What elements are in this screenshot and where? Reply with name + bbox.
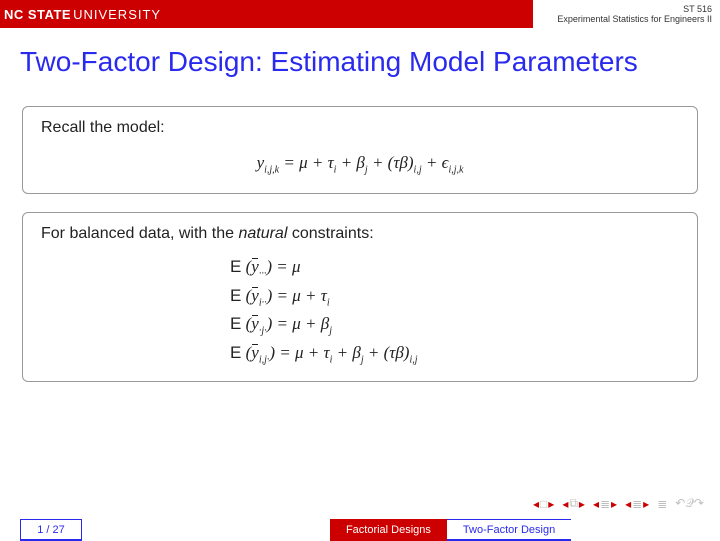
course-code: ST 516: [557, 4, 712, 14]
box2-label: For balanced data, with the natural cons…: [41, 225, 679, 243]
brand-nc-state: NC STATE: [4, 7, 71, 22]
slide-footer: 1 / 27 Factorial Designs Two-Factor Desi…: [0, 519, 720, 541]
page-counter: 1 / 27: [20, 519, 82, 541]
nav-first-icon[interactable]: ◂□▸: [533, 497, 554, 511]
nav-back-forward-icon[interactable]: ↶𝒬↷: [675, 496, 704, 511]
nav-section-icon[interactable]: ◂⧉▸: [562, 496, 585, 511]
content-area: Recall the model: yi,j,k = μ + τi + βj +…: [22, 106, 698, 382]
footer-tab-factorial[interactable]: Factorial Designs: [330, 519, 447, 541]
footer-tab-twofactor[interactable]: Two-Factor Design: [447, 519, 571, 541]
eqn-row: E (yi,j·) = μ + τi + βj + (τβ)i,j: [230, 343, 550, 365]
eqn-row: E (y·j·) = μ + βj: [230, 314, 550, 336]
header-right-box: ST 516 Experimental Statistics for Engin…: [533, 0, 720, 28]
eqn-row: E (y···) = μ: [230, 257, 550, 279]
nav-slide-icon[interactable]: ≣: [657, 497, 667, 511]
brand-university: UNIVERSITY: [73, 7, 161, 22]
page-title: Two-Factor Design: Estimating Model Para…: [20, 46, 700, 78]
box-balanced-constraints: For balanced data, with the natural cons…: [22, 212, 698, 382]
beamer-nav-icons: ◂□▸ ◂⧉▸ ◂≣▸ ◂≣▸ ≣ ↶𝒬↷: [533, 496, 704, 511]
box-recall-model: Recall the model: yi,j,k = μ + τi + βj +…: [22, 106, 698, 194]
footer-spacer: [82, 519, 330, 541]
box2-equations: E (y···) = μ E (yi··) = μ + τi E (y·j·) …: [41, 257, 679, 365]
brand-logo: NC STATE UNIVERSITY: [0, 7, 161, 22]
box1-label: Recall the model:: [41, 119, 679, 137]
box1-equation: yi,j,k = μ + τi + βj + (τβ)i,j + ϵi,j,k: [41, 151, 679, 177]
eqn-row: E (yi··) = μ + τi: [230, 286, 550, 308]
nav-frame-icon[interactable]: ◂≣▸: [625, 497, 649, 511]
footer-spacer-right: [571, 519, 720, 541]
nav-subsection-icon[interactable]: ◂≣▸: [593, 497, 617, 511]
title-row: Two-Factor Design: Estimating Model Para…: [20, 46, 700, 78]
course-name: Experimental Statistics for Engineers II: [557, 14, 712, 24]
slide-header: NC STATE UNIVERSITY ST 516 Experimental …: [0, 0, 720, 28]
